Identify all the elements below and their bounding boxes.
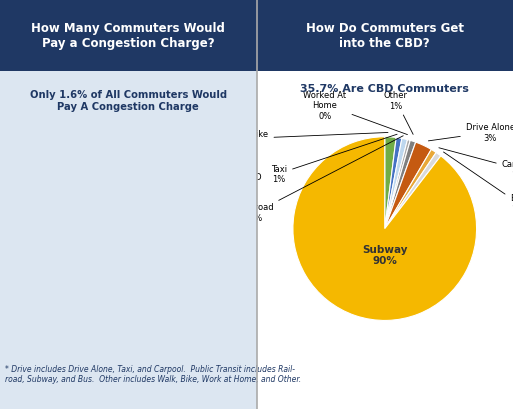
Wedge shape xyxy=(385,143,431,229)
Wedge shape xyxy=(385,138,402,229)
Wedge shape xyxy=(129,129,138,223)
Text: Drive Non-CBD
13.3%: Drive Non-CBD 13.3% xyxy=(180,145,261,192)
Wedge shape xyxy=(128,173,223,286)
Text: Other
1%: Other 1% xyxy=(384,91,413,135)
Text: * Drive includes Drive Alone, Taxi, and Carpool.  Public Transit includes Rail-
: * Drive includes Drive Alone, Taxi, and … xyxy=(5,364,301,383)
Wedge shape xyxy=(293,137,477,321)
Text: Subway
90%: Subway 90% xyxy=(362,244,407,265)
Text: Other CBD and
Non-CBD
20.4%: Other CBD and Non-CBD 20.4% xyxy=(174,232,242,319)
Text: Carpool
1%: Carpool 1% xyxy=(439,148,513,179)
Wedge shape xyxy=(34,135,204,323)
Wedge shape xyxy=(385,150,436,229)
Text: Railroad
1%: Railroad 1% xyxy=(239,137,403,222)
Wedge shape xyxy=(385,153,441,229)
Text: Only 1.6% of All Commuters Would
Pay A Congestion Charge: Only 1.6% of All Commuters Would Pay A C… xyxy=(30,90,227,112)
Wedge shape xyxy=(128,135,204,229)
Text: Walk or Bike
2%: Walk or Bike 2% xyxy=(216,130,388,149)
Text: Drive Into  CBD
1.6%: Drive Into CBD 1.6% xyxy=(86,90,155,122)
Text: How Many Commuters Would
Pay a Congestion Charge?: How Many Commuters Would Pay a Congestio… xyxy=(31,22,225,50)
Text: Public Transit
CBD and
Non-CBD
64.7%: Public Transit CBD and Non-CBD 64.7% xyxy=(0,233,37,273)
Text: Drive Alone
3%: Drive Alone 3% xyxy=(428,123,513,142)
Text: Worked At
Home
0%: Worked At Home 0% xyxy=(304,90,407,135)
Wedge shape xyxy=(385,139,407,229)
Wedge shape xyxy=(385,141,416,229)
Wedge shape xyxy=(385,140,410,229)
Text: 35.7% Are CBD Commuters: 35.7% Are CBD Commuters xyxy=(300,84,469,94)
Text: Taxi
1%: Taxi 1% xyxy=(271,135,397,184)
Text: Bus
1%: Bus 1% xyxy=(443,153,513,213)
Text: How Do Commuters Get
into the CBD?: How Do Commuters Get into the CBD? xyxy=(306,22,464,50)
Wedge shape xyxy=(385,137,396,229)
